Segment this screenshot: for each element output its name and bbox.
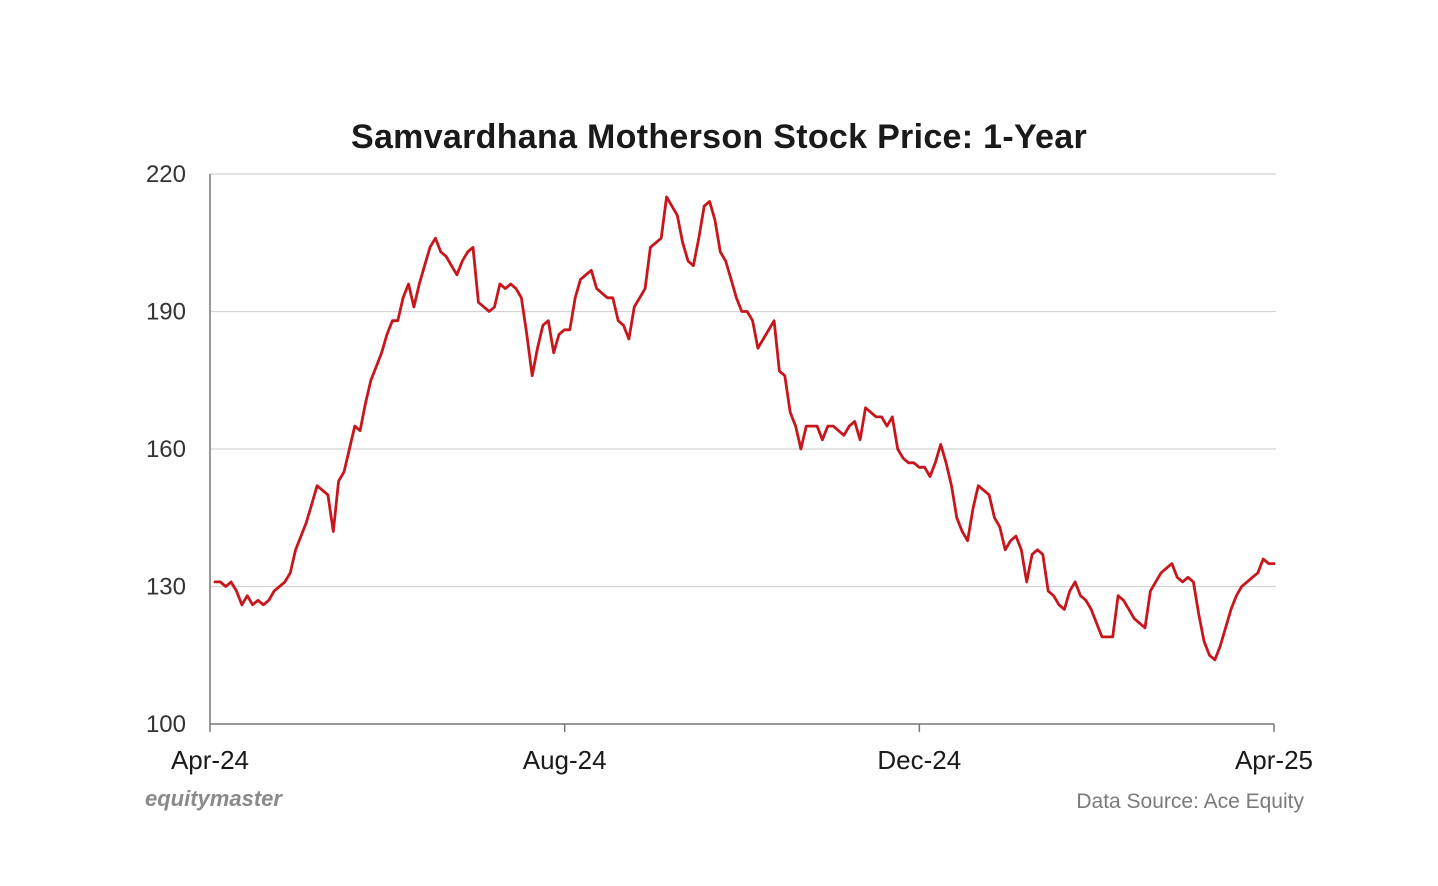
y-tick-label: 190 <box>146 299 186 326</box>
x-tick-label: Dec-24 <box>877 745 961 775</box>
chart-title: Samvardhana Motherson Stock Price: 1-Yea… <box>350 118 1087 156</box>
y-tick-label: 220 <box>146 161 186 188</box>
x-tick-label: Apr-25 <box>1235 745 1313 775</box>
y-tick-labels: 100 130 160 190 220 <box>146 161 186 738</box>
price-line <box>213 195 1276 662</box>
data-source-note: Data Source: Ace Equity <box>1076 790 1304 813</box>
x-tick-label: Apr-24 <box>171 745 249 775</box>
axes <box>209 174 1275 732</box>
brand-logo: equitymaster <box>145 786 282 811</box>
x-tick-label: Aug-24 <box>523 745 607 775</box>
price-series <box>213 195 1276 662</box>
x-tick-labels: Apr-24 Aug-24 Dec-24 Apr-25 <box>171 745 1313 775</box>
y-tick-label: 160 <box>146 436 186 463</box>
y-tick-label: 130 <box>146 574 186 601</box>
y-tick-label: 100 <box>146 711 186 738</box>
